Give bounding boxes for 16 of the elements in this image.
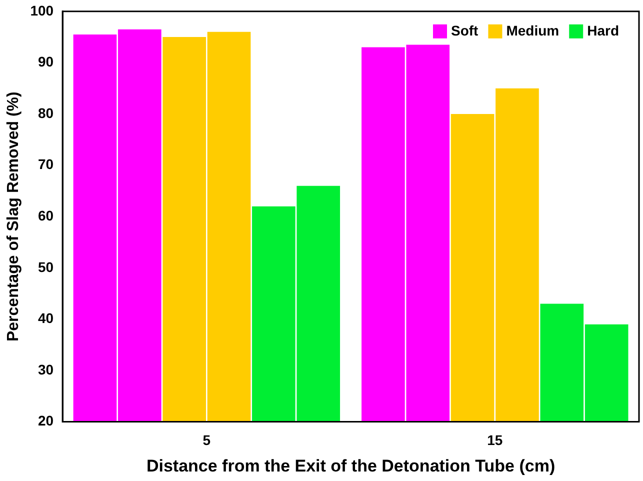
x-tick-label: 5 bbox=[202, 432, 211, 448]
y-tick-label: 20 bbox=[38, 412, 54, 429]
y-tick-label: 70 bbox=[38, 156, 54, 172]
y-tick-label: 50 bbox=[38, 258, 54, 275]
y-axis-title: Percentage of Slag Removed (%) bbox=[5, 92, 22, 342]
y-tick-label: 30 bbox=[38, 361, 54, 378]
y-tick-label: 80 bbox=[38, 104, 54, 121]
legend-label: Soft bbox=[451, 22, 479, 38]
legend-label: Hard bbox=[587, 22, 620, 38]
x-axis-title: Distance from the Exit of the Detonation Tube (cm) bbox=[146, 456, 556, 476]
y-tick-label: 90 bbox=[38, 54, 54, 70]
x-tick-label: 15 bbox=[487, 432, 503, 448]
y-tick-label: 100 bbox=[30, 2, 54, 18]
y-tick-label: 40 bbox=[38, 310, 54, 326]
y-tick-label: 60 bbox=[38, 207, 54, 224]
legend-label: Medium bbox=[506, 22, 560, 38]
